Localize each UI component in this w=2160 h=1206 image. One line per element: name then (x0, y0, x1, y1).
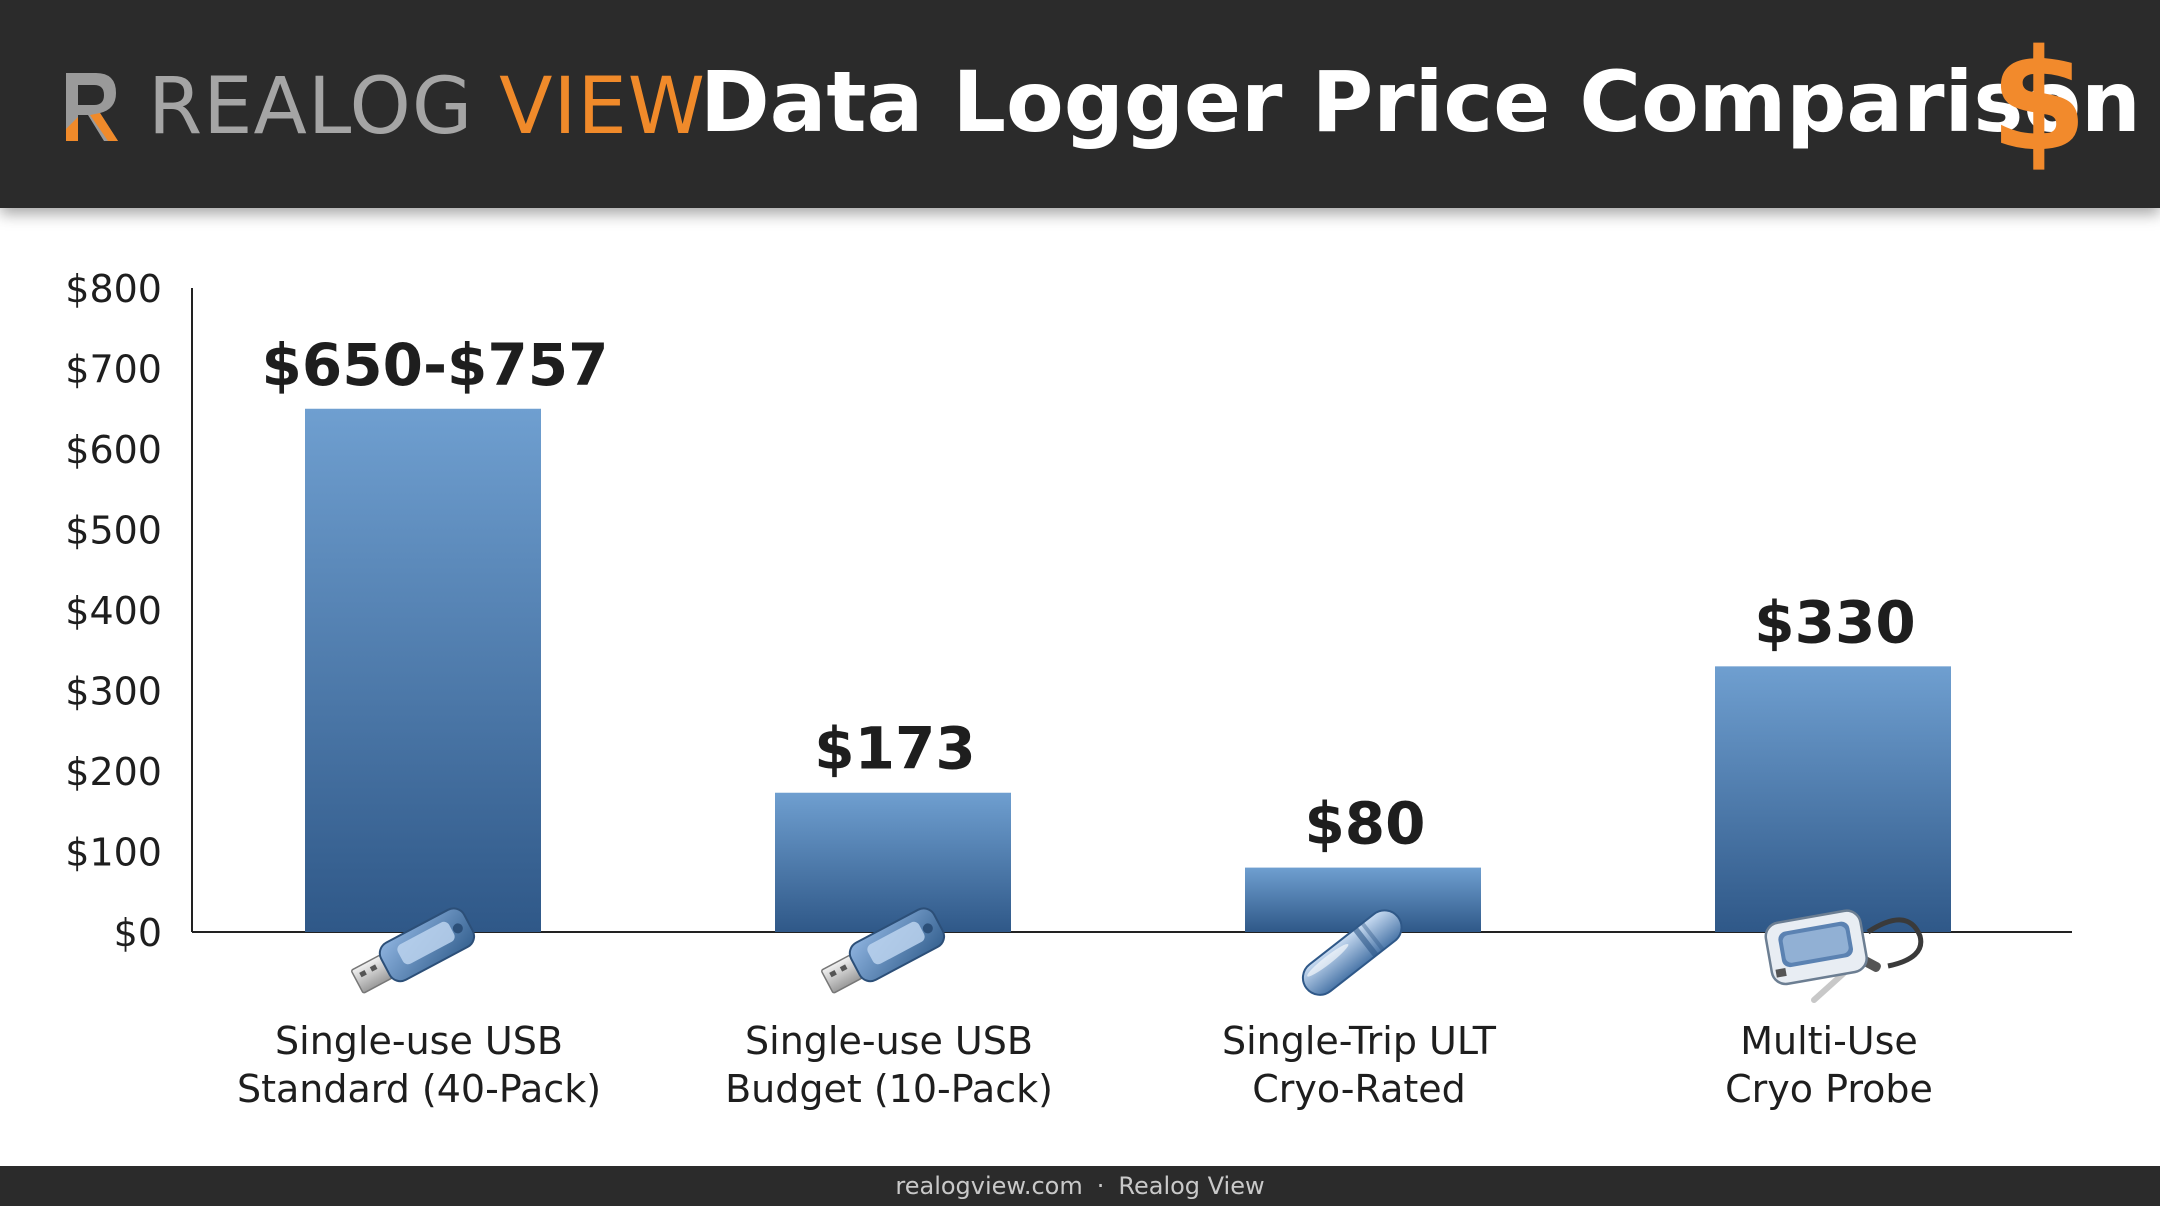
logo-text: REALOG VIEW (148, 62, 706, 152)
price-chart: $0 $100 $200 $300 $400 $500 $600 $700 $800 $650-… (0, 208, 2160, 1166)
footer-bar: realogview.com · Realog View (0, 1166, 2160, 1206)
logo-text-accent: VIEW (499, 62, 706, 152)
category-label: Standard (40-Pack) (237, 1067, 601, 1111)
bar[interactable] (1715, 666, 1951, 932)
category-label: Cryo-Rated (1252, 1067, 1466, 1111)
footer-brand: Realog View (1118, 1172, 1265, 1200)
bar-value-label: $80 (1304, 790, 1425, 858)
y-axis-tick-labels: $0 $100 $200 $300 $400 $500 $600 $700 $800 (65, 267, 162, 955)
y-tick-label: $600 (65, 428, 162, 472)
probe-logger-icon (1764, 908, 1921, 1000)
y-tick-label: $100 (65, 831, 162, 875)
y-tick-label: $700 (65, 348, 162, 392)
footer-separator: · (1096, 1172, 1105, 1200)
category-label: Single-use USB (745, 1019, 1033, 1063)
footer-site-link[interactable]: realogview.com (895, 1172, 1083, 1200)
category-label: Cryo Probe (1725, 1067, 1933, 1111)
bars-group (305, 408, 1951, 932)
page-title: Data Logger Price Comparison (700, 53, 2141, 151)
category-label: Multi-Use (1740, 1019, 1918, 1063)
bar-value-label: $330 (1754, 588, 1915, 656)
logo[interactable]: REALOG VIEW (60, 52, 706, 162)
y-tick-label: $200 (65, 750, 162, 794)
bar-icons-group (346, 902, 1921, 1001)
data-labels-group: $650-$757 $173 $80 $330 (262, 331, 1916, 858)
category-label: Single-Trip ULT (1222, 1019, 1497, 1063)
dollar-sign-icon: $ (1990, 20, 2088, 183)
y-tick-label: $0 (114, 911, 162, 955)
y-tick-label: $400 (65, 589, 162, 633)
y-tick-label: $500 (65, 509, 162, 553)
bar-value-label: $650-$757 (262, 331, 609, 399)
logo-text-left: REALOG (148, 62, 500, 152)
bar-value-label: $173 (814, 715, 975, 783)
bar[interactable] (1245, 867, 1481, 932)
header-bar: REALOG VIEW Data Logger Price Comparison… (0, 0, 2160, 208)
y-tick-label: $800 (65, 267, 162, 311)
bar[interactable] (305, 408, 541, 932)
y-tick-label: $300 (65, 670, 162, 714)
chart-svg: $0 $100 $200 $300 $400 $500 $600 $700 $800 $650-… (65, 267, 2072, 1111)
category-label: Budget (10-Pack) (725, 1067, 1053, 1111)
logo-mark-icon (66, 73, 118, 141)
bar[interactable] (775, 792, 1011, 932)
category-label: Single-use USB (275, 1019, 563, 1063)
